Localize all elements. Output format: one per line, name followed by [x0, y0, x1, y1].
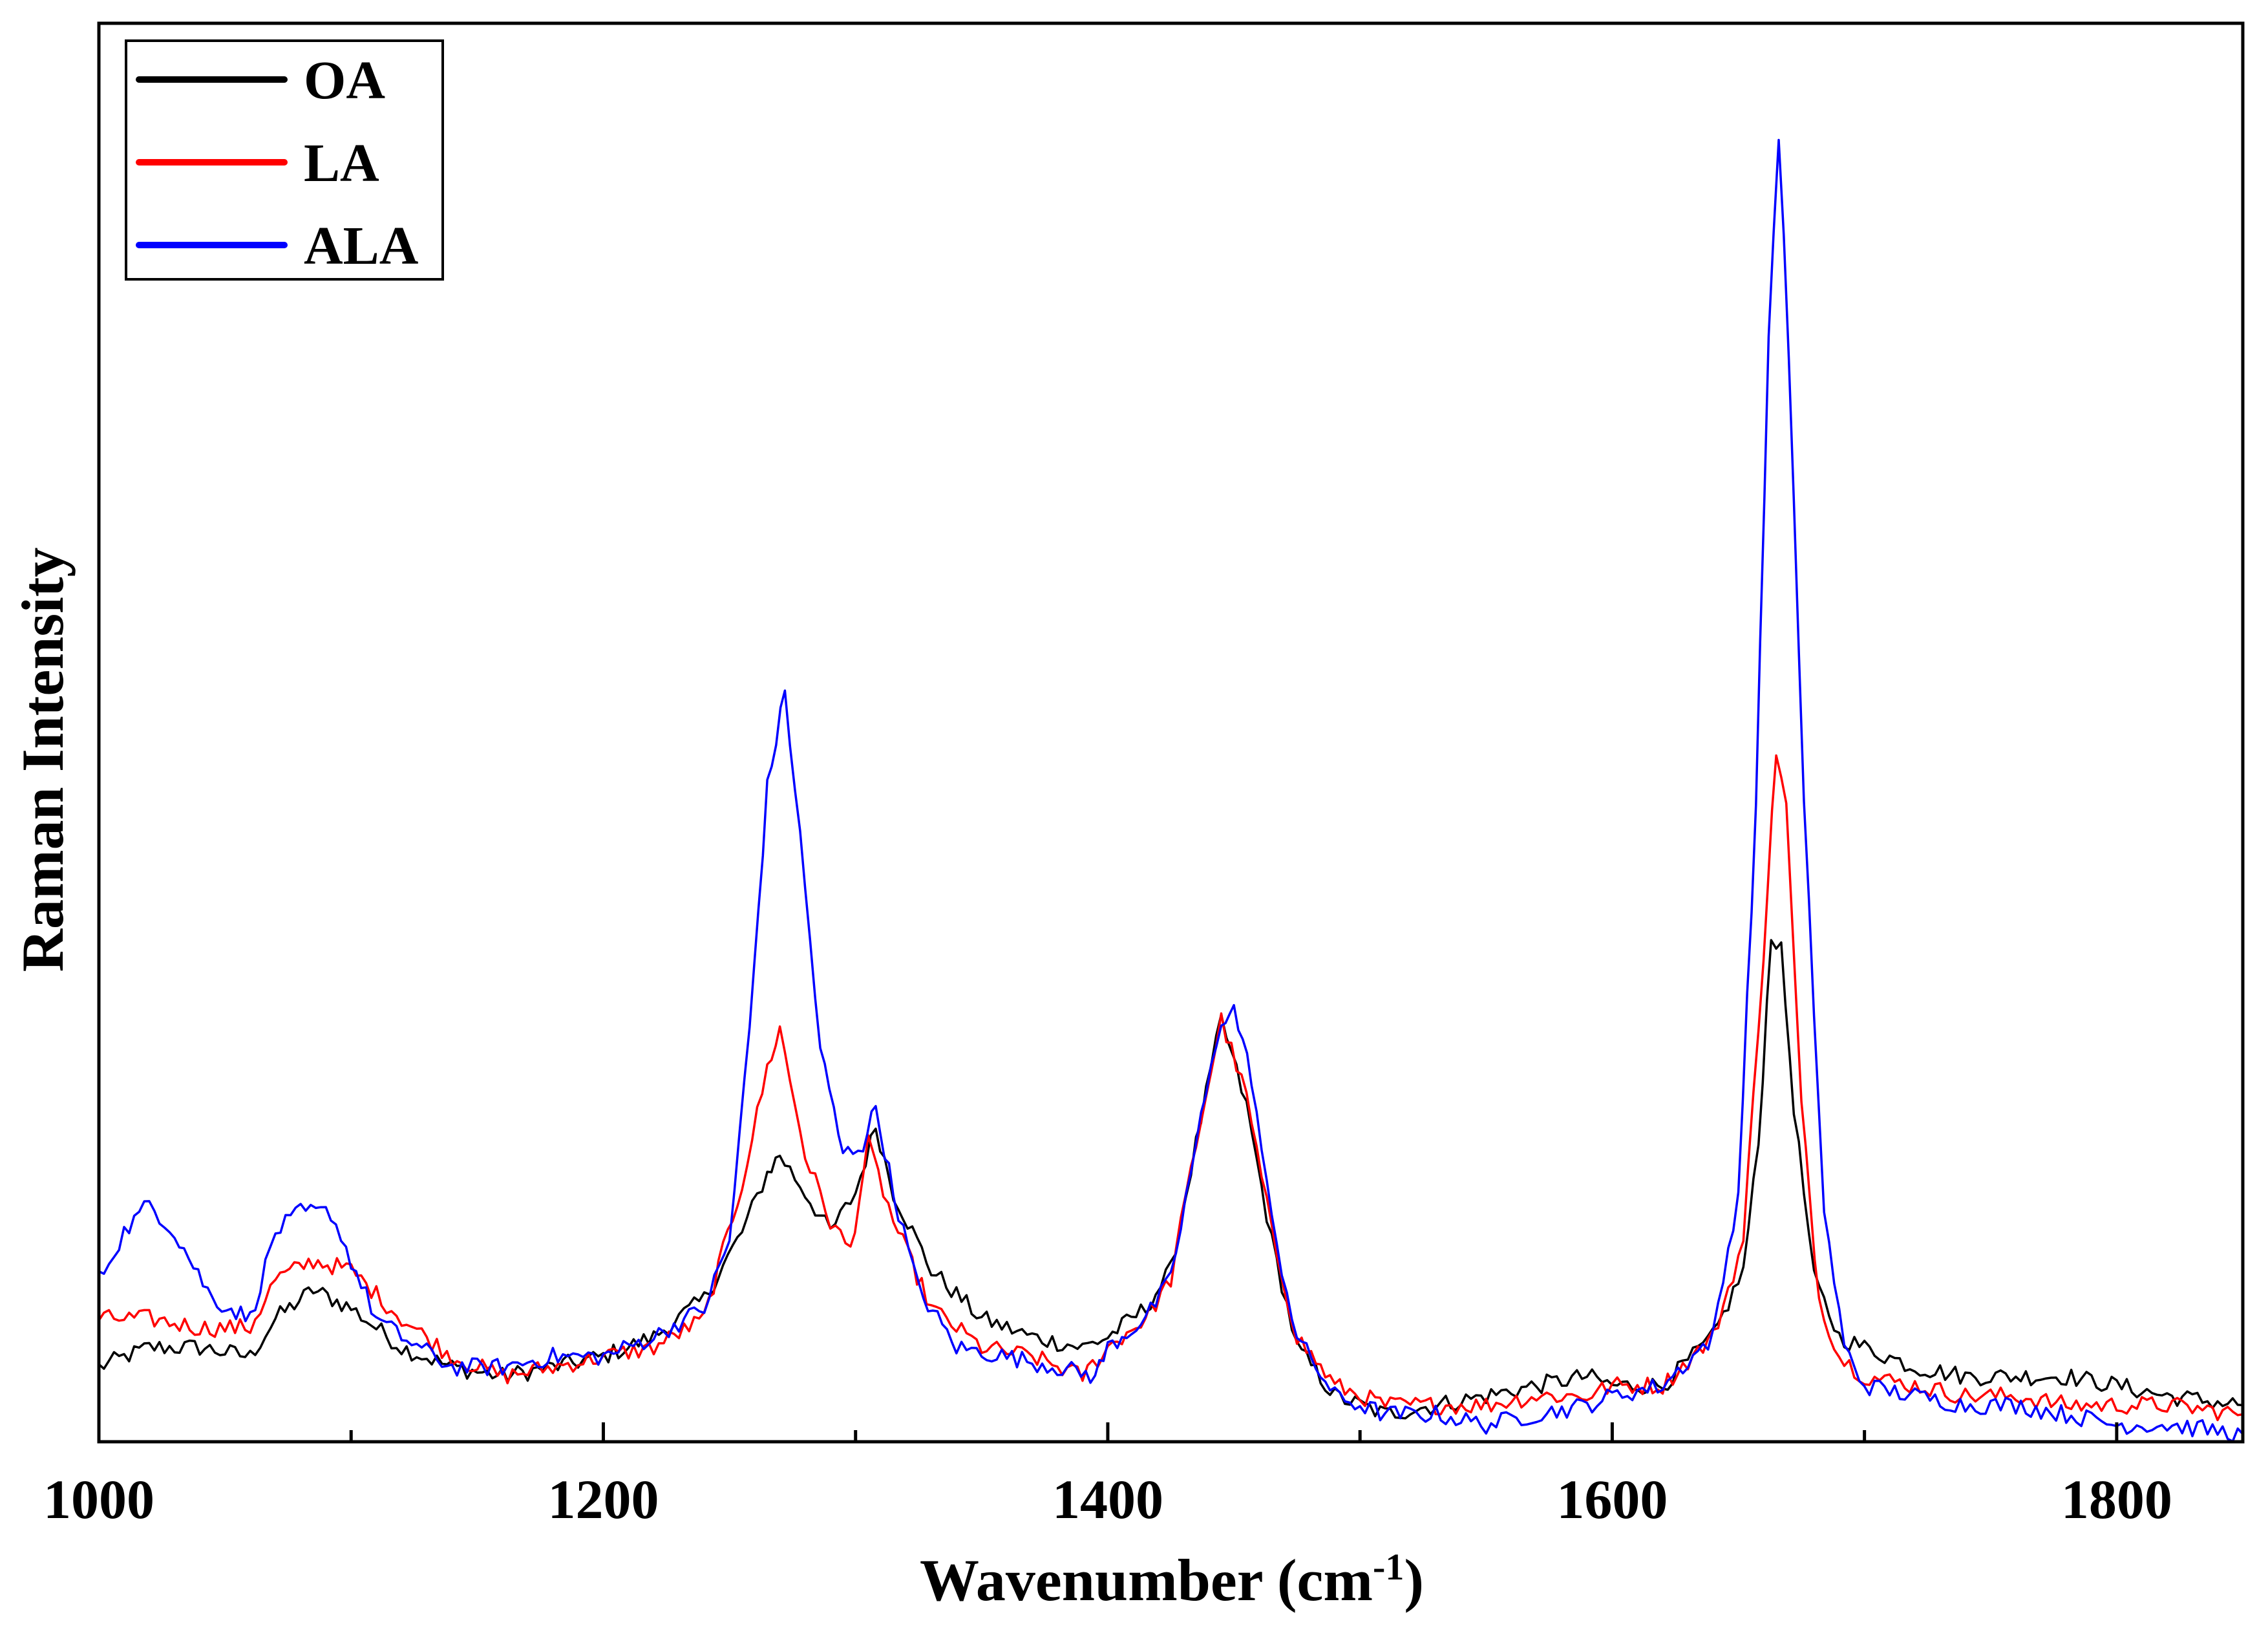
- x-axis-title-main: Wavenumber (cm: [920, 1547, 1373, 1613]
- series-line-oa: [98, 939, 2244, 1420]
- x-tick-label-1000: 1000: [43, 1468, 154, 1530]
- x-tick-label-1400: 1400: [1052, 1468, 1163, 1530]
- legend-label-ala: ALA: [304, 216, 419, 276]
- x-axis-title-suffix: ): [1404, 1547, 1424, 1613]
- x-axis-ticks: 1000 1200 1400 1600 1800: [43, 1422, 2172, 1530]
- x-axis-title: Wavenumber (cm-1): [920, 1546, 1424, 1614]
- legend: OA LA ALA: [125, 39, 444, 281]
- plot-frame: [97, 21, 2245, 1444]
- x-tick-label-1600: 1600: [1556, 1468, 1668, 1530]
- y-axis-title: Raman Intensity: [10, 548, 76, 972]
- legend-label-la: LA: [304, 133, 379, 193]
- series-lines: [98, 138, 2244, 1443]
- series-line-la: [98, 754, 2244, 1422]
- x-tick-label-1800: 1800: [2061, 1468, 2172, 1530]
- x-tick-label-1200: 1200: [547, 1468, 659, 1530]
- legend-label-oa: OA: [304, 50, 385, 111]
- series-line-ala: [98, 138, 2244, 1443]
- x-axis-title-superscript: -1: [1373, 1546, 1404, 1588]
